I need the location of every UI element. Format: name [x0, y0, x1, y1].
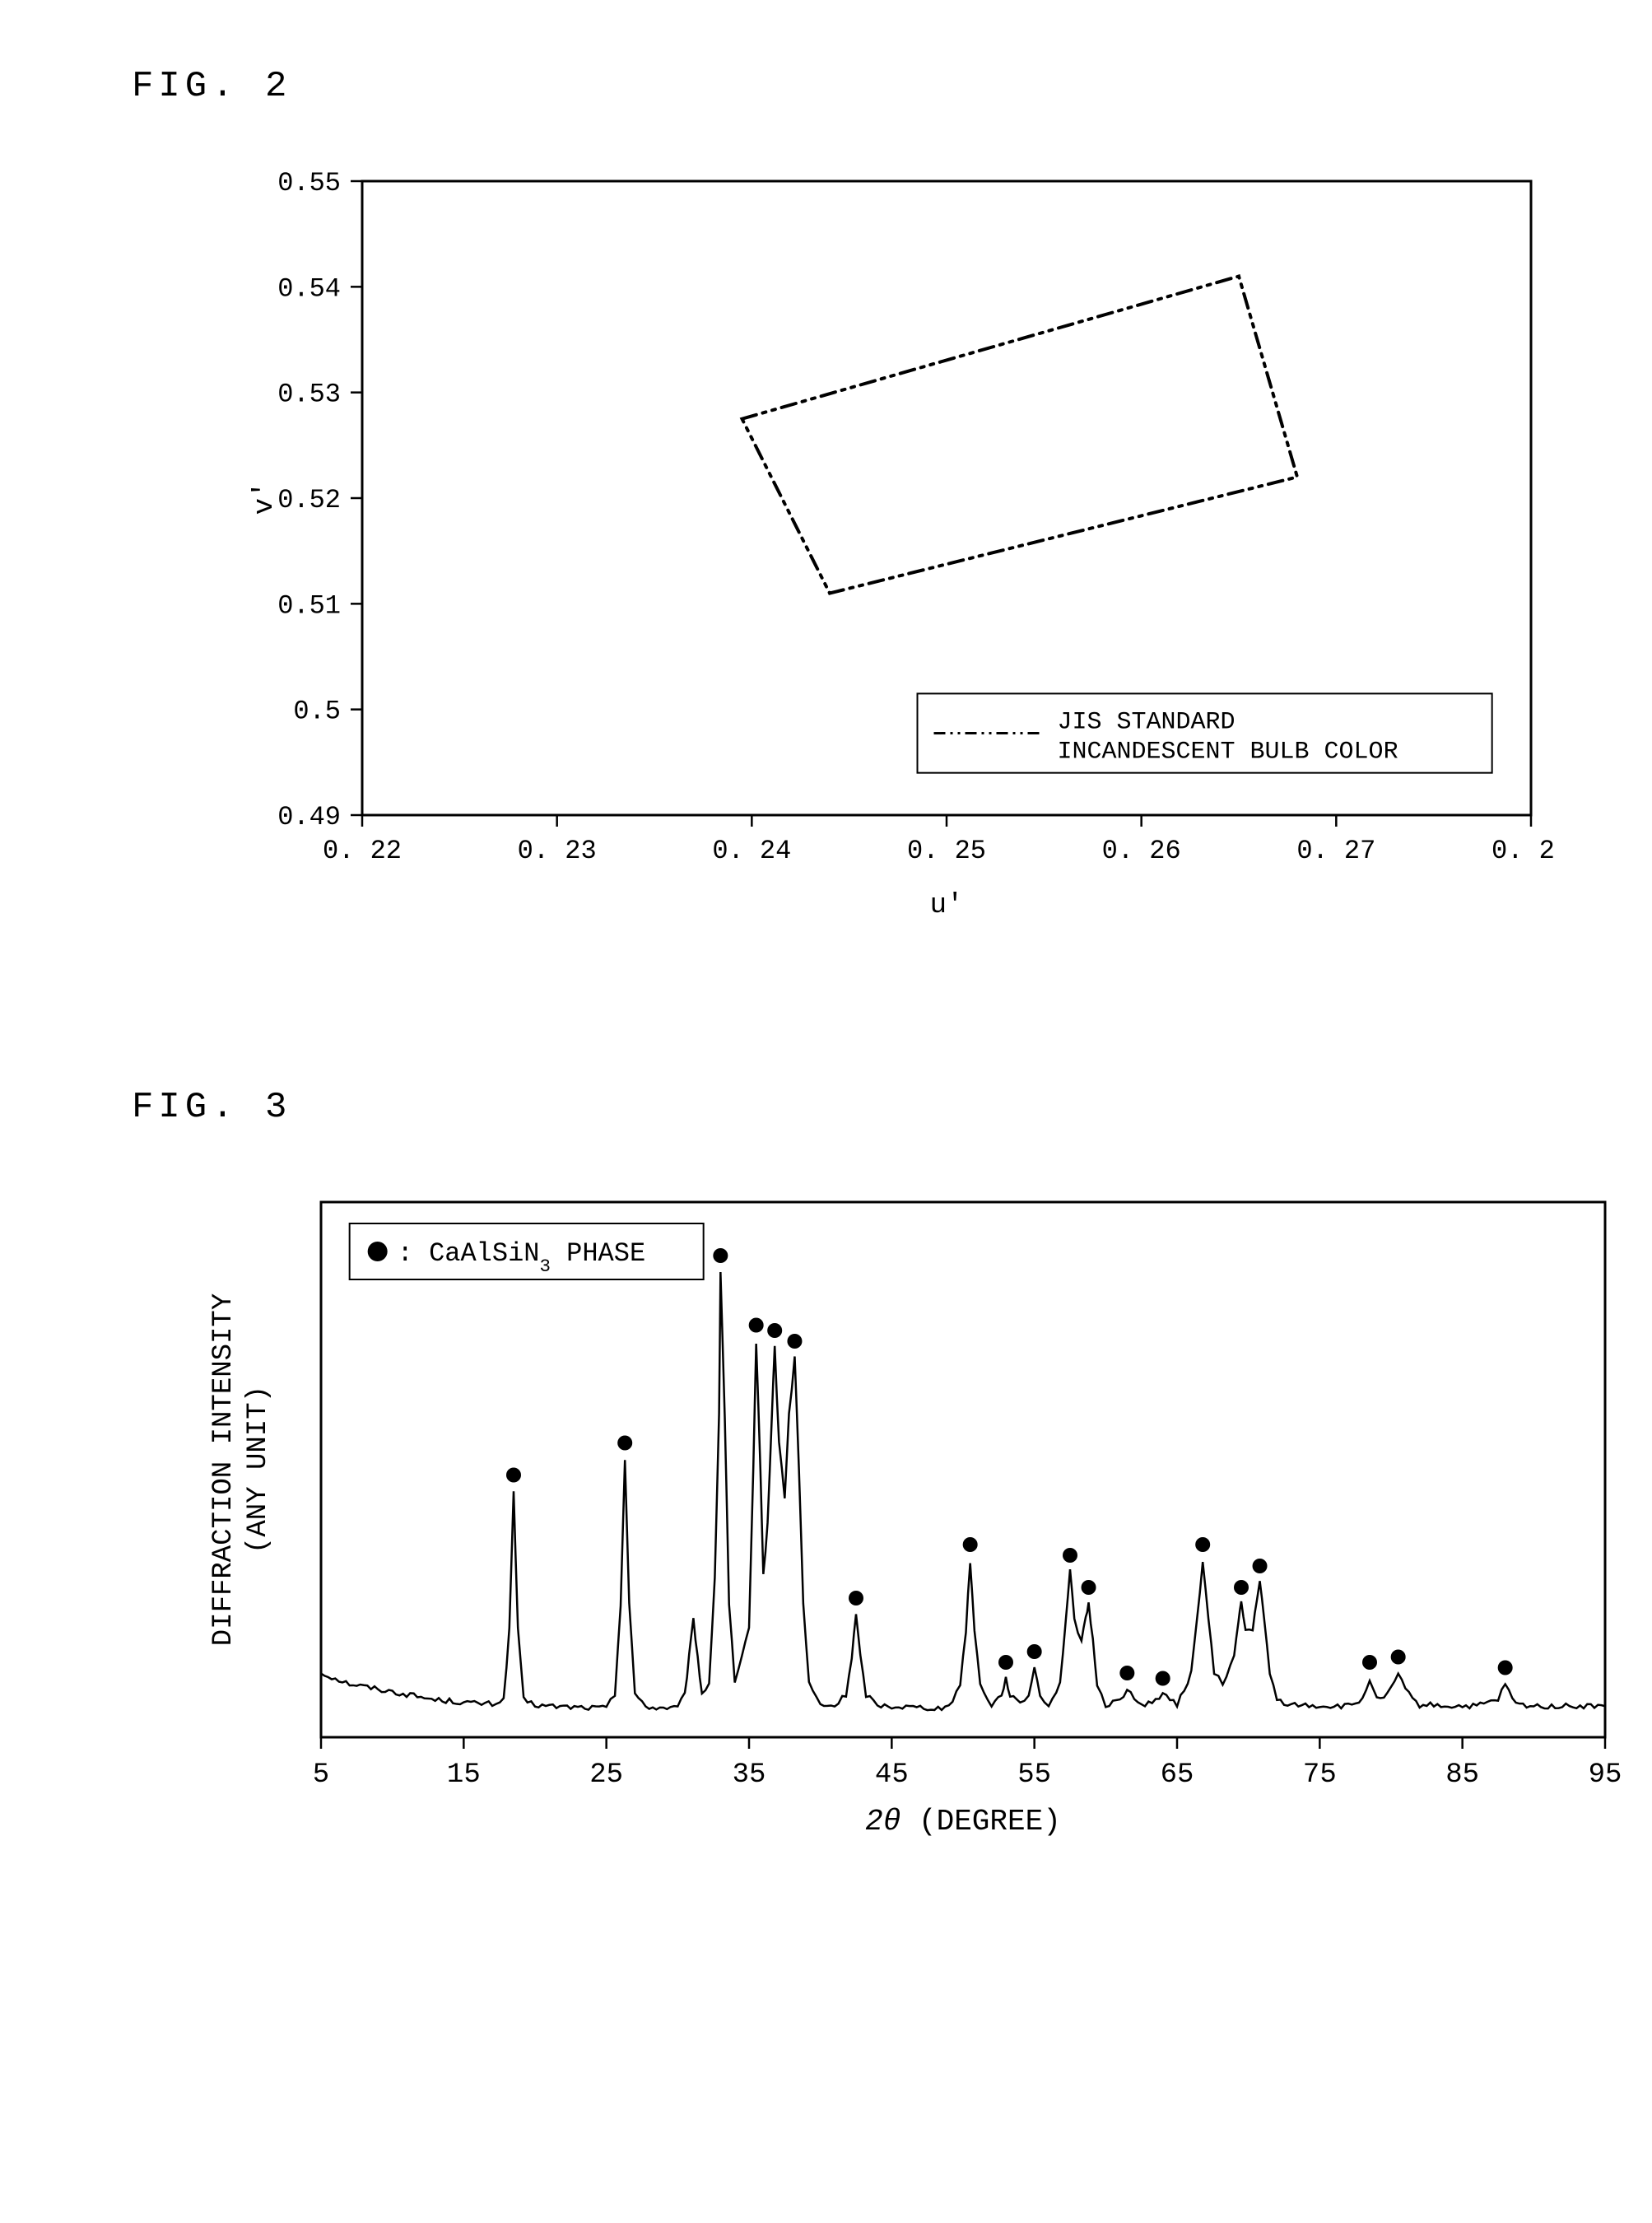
fig2-chart: 0. 22 0. 23 0. 24 0. 25 0. 26 0. 27 0. 28 0.49 0…: [247, 165, 1553, 922]
fig2-legend-text1: JIS STANDARD: [1058, 709, 1236, 737]
fig3-phase-marker: [1063, 1548, 1077, 1563]
fig3-chart: 51525354555657585952θ (DEGREE)DIFFRACTIO…: [198, 1186, 1553, 1844]
fig2-xtick-label: 0. 27: [1296, 836, 1375, 866]
fig2-ylabel: v': [249, 482, 281, 515]
fig3-svg: 5 15 25 35 45 55 65 75 85 95 2θ (DEGREE) DIFFRACTIO…: [198, 1186, 1622, 1844]
fig2-xtick-label: 0. 26: [1102, 836, 1181, 866]
fig3-phase-marker: [1362, 1655, 1377, 1670]
fig3-phase-marker: [1027, 1644, 1042, 1659]
fig3-ylabel-1: DIFFRACTION INTENSITY: [208, 1293, 240, 1646]
fig3-xtick-label: 75: [1303, 1759, 1337, 1791]
fig2-xlabel: u': [930, 890, 964, 921]
fig3-phase-marker: [749, 1318, 764, 1333]
fig3-phase-marker: [1195, 1537, 1210, 1552]
fig2-ytick-label: 0.55: [277, 168, 341, 198]
fig3-phase-marker: [998, 1655, 1013, 1670]
fig3-xtick-label: 35: [733, 1759, 766, 1791]
fig3-xtick-label: 55: [1017, 1759, 1051, 1791]
fig3-ylabel-2: (ANY UNIT): [243, 1386, 274, 1554]
fig3-phase-marker: [1253, 1559, 1268, 1573]
fig3-phase-marker: [787, 1334, 802, 1349]
fig2-ytick-label: 0.49: [277, 802, 341, 832]
figure-3-block: FIG. 3 51525354555657585952θ (DEGREE)DIF…: [99, 1087, 1553, 1844]
fig3-phase-marker: [767, 1323, 782, 1338]
fig2-xtick-label: 0. 22: [323, 836, 402, 866]
fig3-xtick-label: 5: [313, 1759, 329, 1791]
fig3-xtick-label: 45: [875, 1759, 909, 1791]
fig2-svg: 0. 22 0. 23 0. 24 0. 25 0. 26 0. 27 0. 28 0.49 0…: [247, 165, 1556, 922]
fig3-phase-marker: [617, 1436, 632, 1451]
figure-2-block: FIG. 2 0. 220. 230. 240. 250. 260. 270. …: [99, 66, 1553, 922]
fig2-title: FIG. 2: [132, 66, 1553, 107]
fig3-phase-marker: [506, 1468, 521, 1483]
fig3-xtick-label: 95: [1589, 1759, 1622, 1791]
fig3-xtick-label: 15: [447, 1759, 481, 1791]
fig3-xtick-label: 65: [1161, 1759, 1194, 1791]
fig3-phase-marker: [1498, 1661, 1513, 1675]
fig3-phase-marker: [1119, 1666, 1134, 1680]
fig2-ytick-label: 0.53: [277, 380, 341, 410]
fig3-phase-marker: [849, 1591, 863, 1606]
fig2-ytick-label: 0.52: [277, 485, 341, 515]
fig3-phase-marker: [1082, 1580, 1096, 1595]
fig2-ytick-label: 0.51: [277, 590, 341, 621]
fig2-xtick-label: 0. 25: [907, 836, 986, 866]
fig3-title: FIG. 3: [132, 1087, 1553, 1128]
fig2-xtick-label: 0. 24: [712, 836, 791, 866]
fig3-xlabel: 2θ (DEGREE): [865, 1805, 1061, 1839]
fig3-xtick-label: 85: [1445, 1759, 1479, 1791]
fig3-phase-marker: [1391, 1650, 1406, 1665]
fig3-phase-marker: [963, 1537, 978, 1552]
fig3-phase-marker: [1234, 1580, 1249, 1595]
fig2-legend-text2: INCANDESCENT BULB COLOR: [1058, 739, 1398, 767]
fig3-legend-marker-icon: [368, 1242, 388, 1261]
fig3-xtick-label: 25: [589, 1759, 623, 1791]
fig2-xtick-label: 0. 23: [518, 836, 597, 866]
fig2-xtick-label: 0. 28: [1491, 836, 1556, 866]
fig3-phase-marker: [1156, 1671, 1170, 1686]
fig2-ytick-label: 0.54: [277, 273, 341, 304]
fig3-phase-marker: [713, 1248, 728, 1263]
fig2-ytick-label: 0.5: [293, 697, 341, 727]
